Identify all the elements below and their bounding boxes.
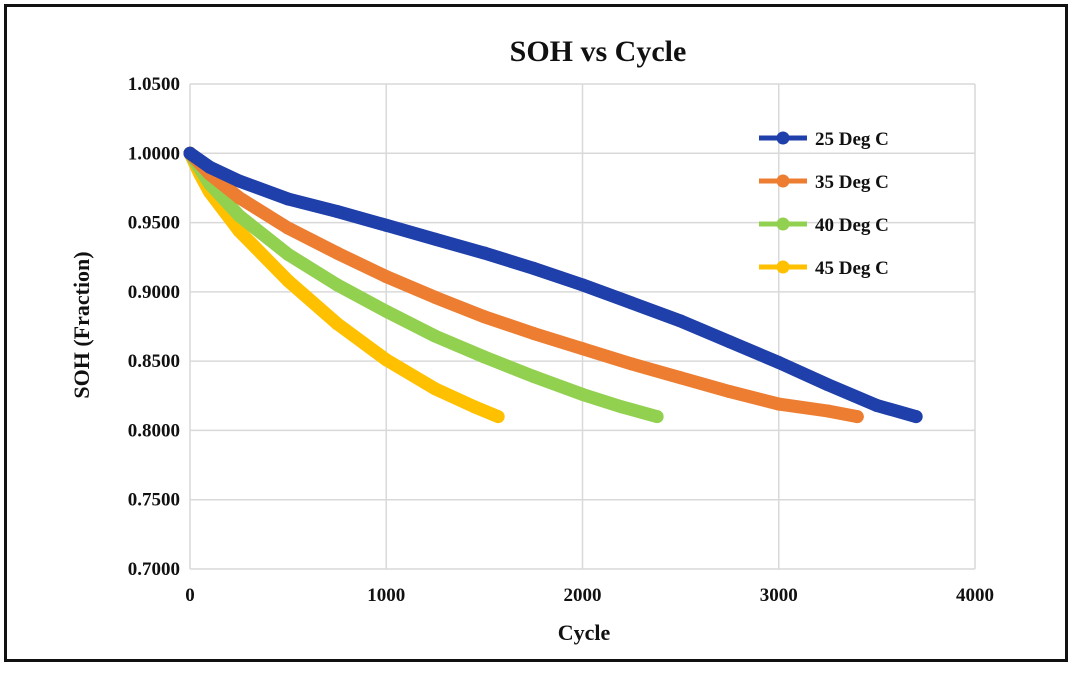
legend-item: 40 Deg C — [759, 215, 889, 236]
data-point — [674, 371, 688, 385]
data-point — [379, 270, 393, 284]
series-0 — [183, 146, 923, 424]
data-point — [821, 378, 835, 392]
y-tick-label: 0.7000 — [128, 559, 180, 580]
grid-layer — [189, 83, 976, 570]
data-point — [723, 385, 737, 399]
data-point — [576, 387, 589, 401]
chart-frame: SOH vs Cycle 0.7000 0.7500 0.8000 0.8500 0.9… — [4, 4, 1068, 662]
data-point — [772, 397, 786, 411]
y-tick-label: 1.0000 — [128, 143, 180, 164]
data-point — [232, 209, 246, 223]
y-tick-label: 1.0500 — [128, 74, 180, 95]
data-point — [428, 232, 442, 246]
series-2 — [183, 146, 664, 424]
chart-title: SOH vs Cycle — [510, 35, 687, 68]
x-tick-label: 4000 — [956, 585, 994, 606]
x-axis-label: Cycle — [558, 620, 611, 645]
data-point — [428, 382, 442, 396]
data-point — [625, 357, 639, 371]
data-point — [379, 218, 393, 232]
data-point — [232, 224, 246, 238]
data-point — [379, 353, 393, 367]
legend-item: 35 Deg C — [759, 172, 889, 193]
y-tick-label: 0.9000 — [128, 282, 180, 303]
data-point — [526, 326, 540, 340]
legend-swatch-marker — [776, 131, 790, 145]
tick-labels: 0.7000 0.7500 0.8000 0.8500 0.9000 0.9500 1.00… — [128, 74, 994, 606]
data-point — [468, 400, 482, 414]
data-point — [650, 410, 664, 424]
data-point — [526, 369, 540, 383]
legend: 25 Deg C 35 Deg C 40 Deg C 45 Deg C — [759, 129, 889, 279]
data-point — [491, 410, 505, 424]
legend-swatch-marker — [776, 217, 790, 231]
data-point — [772, 356, 786, 370]
legend-label: 45 Deg C — [815, 258, 889, 279]
legend-item: 45 Deg C — [759, 258, 889, 279]
x-tick-label: 3000 — [760, 585, 798, 606]
data-point — [625, 296, 639, 310]
series-layer — [183, 146, 923, 424]
data-point — [909, 410, 923, 424]
data-point — [379, 304, 393, 318]
data-point — [821, 404, 835, 418]
legend-label: 25 Deg C — [815, 129, 889, 150]
data-point — [281, 192, 295, 206]
series-line — [183, 146, 864, 424]
legend-swatch-marker — [776, 174, 790, 188]
data-point — [674, 314, 688, 328]
x-tick-label: 2000 — [564, 585, 602, 606]
x-tick-label: 1000 — [367, 585, 405, 606]
data-point — [477, 350, 491, 364]
data-point — [615, 400, 629, 414]
legend-swatch-marker — [776, 260, 790, 274]
data-point — [183, 146, 197, 160]
data-point — [281, 221, 295, 235]
data-point — [428, 290, 442, 304]
data-point — [850, 410, 864, 424]
data-point — [203, 160, 217, 174]
legend-item: 25 Deg C — [759, 129, 889, 150]
data-point — [576, 342, 589, 356]
y-tick-label: 0.8500 — [128, 351, 180, 372]
data-point — [428, 329, 442, 343]
y-tick-label: 0.9500 — [128, 213, 180, 234]
data-point — [281, 274, 295, 288]
data-point — [330, 204, 344, 218]
data-point — [281, 247, 295, 261]
data-point — [526, 261, 540, 275]
data-point — [576, 278, 589, 292]
y-axis-label: SOH (Fraction) — [69, 251, 94, 398]
data-point — [477, 246, 491, 260]
data-point — [232, 174, 246, 188]
series-line — [183, 146, 664, 424]
legend-label: 40 Deg C — [815, 215, 889, 236]
legend-label: 35 Deg C — [815, 172, 889, 193]
data-point — [232, 191, 246, 205]
data-point — [330, 246, 344, 260]
y-tick-label: 0.8000 — [128, 420, 180, 441]
x-tick-label: 0 — [185, 585, 195, 606]
soh-line-chart: SOH vs Cycle 0.7000 0.7500 0.8000 0.8500 0.9… — [69, 35, 994, 645]
y-tick-label: 0.7500 — [128, 490, 180, 511]
data-point — [330, 278, 344, 292]
data-point — [870, 398, 884, 412]
data-point — [723, 335, 737, 349]
data-point — [477, 310, 491, 324]
data-point — [330, 317, 344, 331]
